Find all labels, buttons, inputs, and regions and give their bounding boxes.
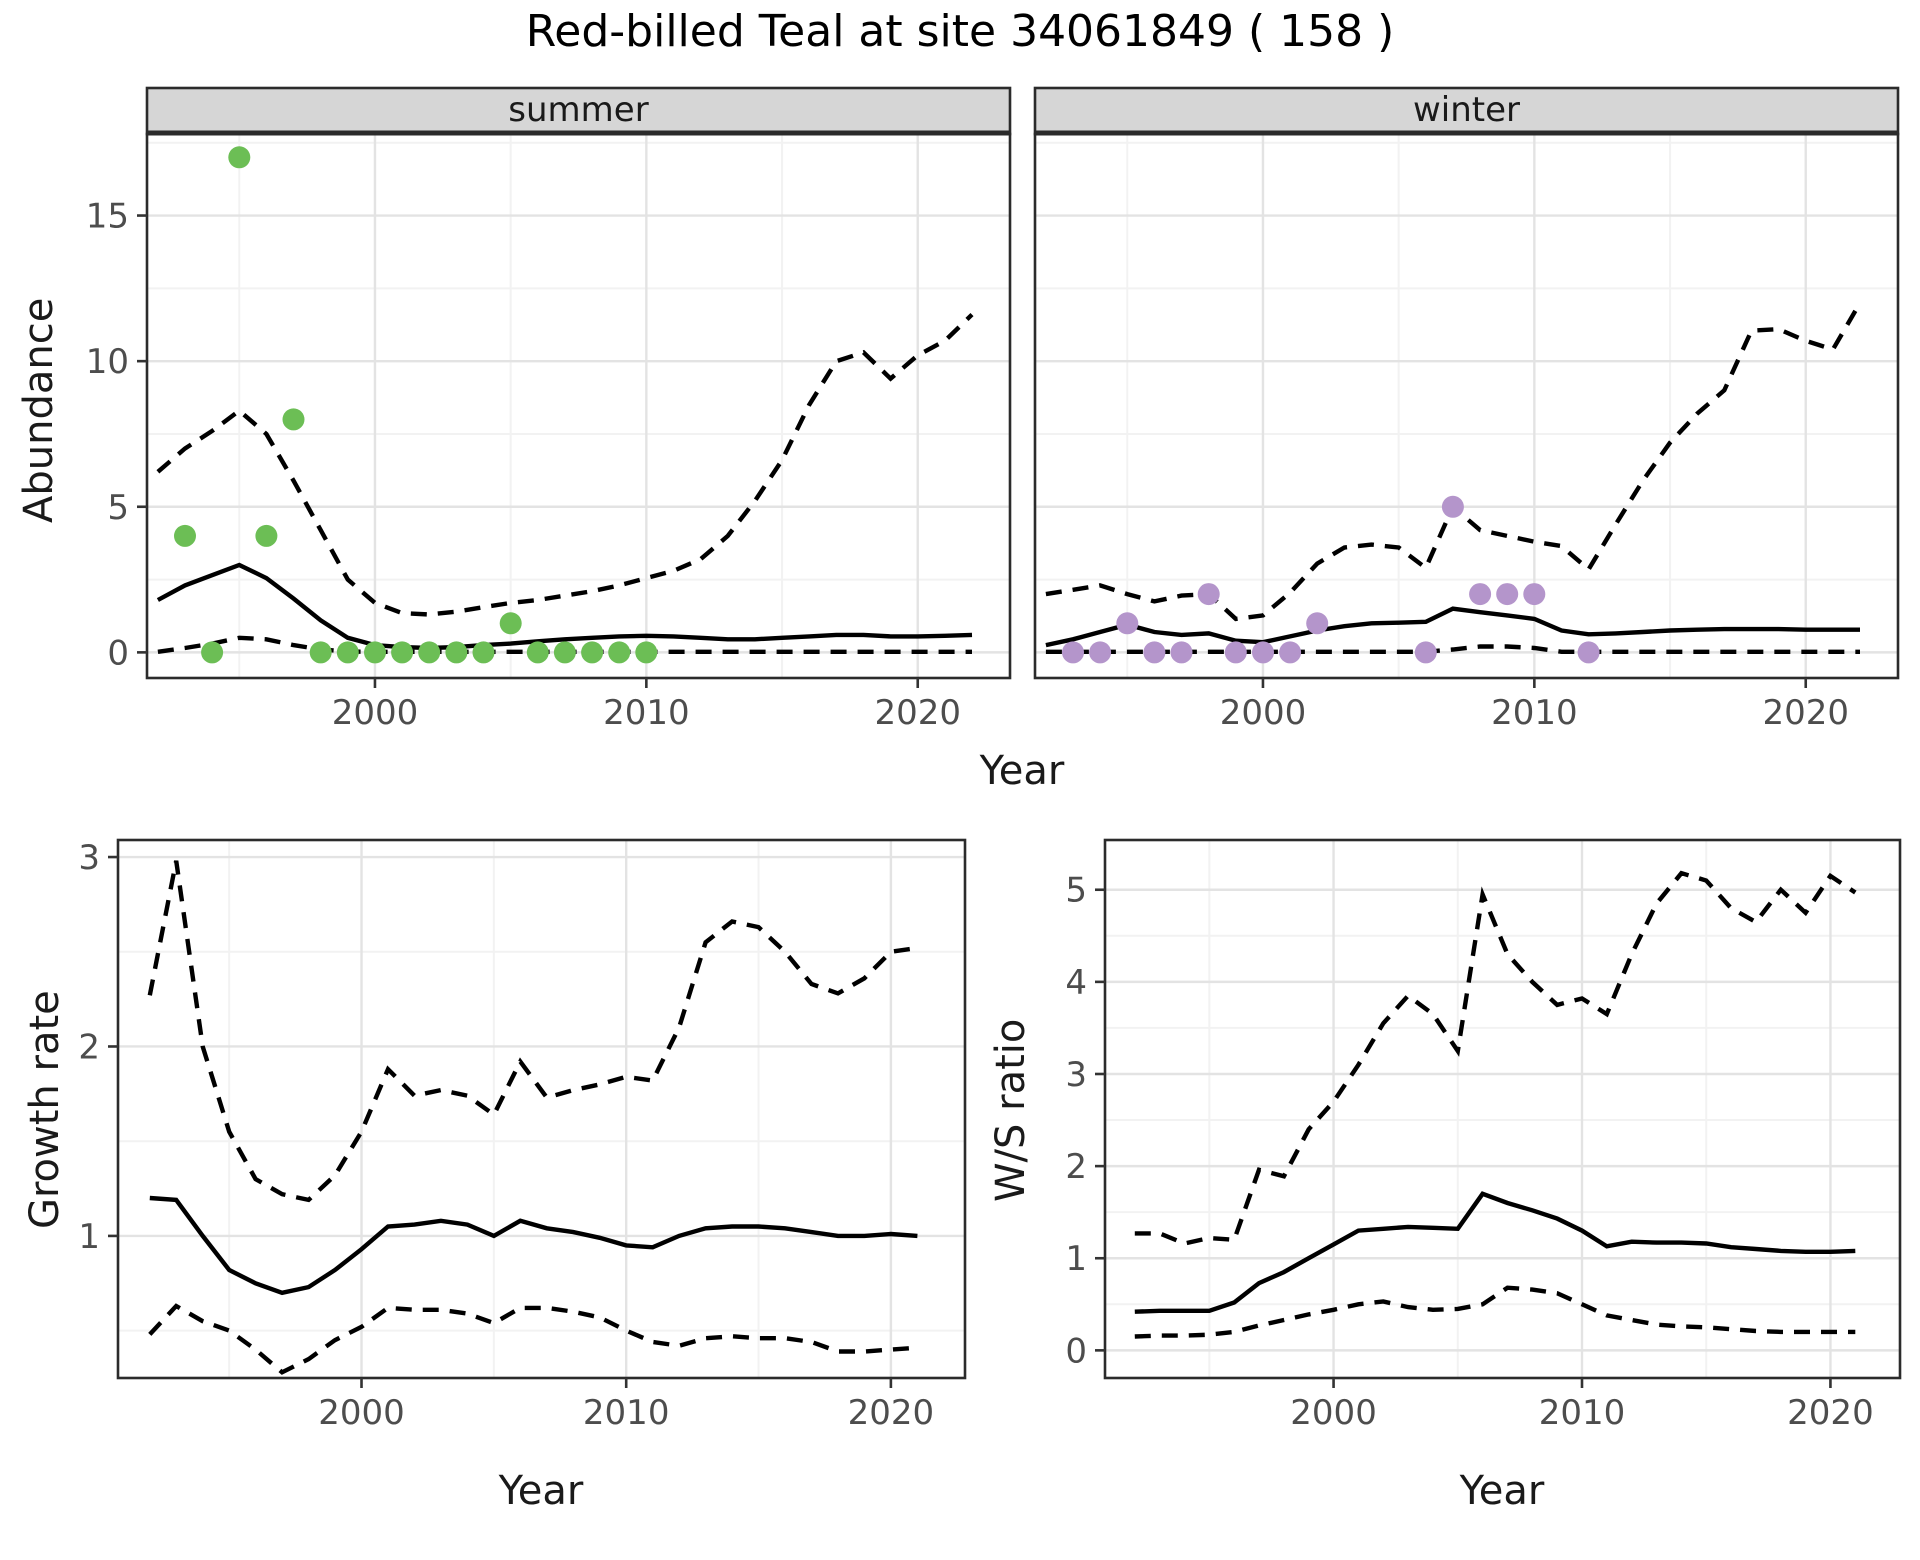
- winter-observation-point: [1170, 641, 1193, 664]
- panel-winter-chart: 2000 2010 2020 winter: [1033, 86, 1900, 733]
- summer-observation-point: [255, 524, 278, 547]
- y-axis-tick-label: 4: [1065, 963, 1087, 1003]
- summer-observation-point: [445, 641, 468, 664]
- summer-observation-point: [309, 641, 332, 664]
- chart-title: Red-billed Teal at site 34061849 ( 158 ): [525, 6, 1395, 57]
- panel-background: [147, 134, 1010, 678]
- facet-strip-label: summer: [508, 90, 648, 130]
- summer-fit-line: [156, 562, 973, 651]
- x-axis-title-growth: Year: [498, 1468, 584, 1514]
- x-axis-tick-label: 2000: [1290, 1393, 1377, 1433]
- winter-observation-point: [1279, 641, 1302, 664]
- winter-observation-point: [1441, 495, 1464, 518]
- y-axis-tick-label: 3: [78, 838, 100, 878]
- panel-border: [1103, 838, 1902, 1380]
- summer-observation-point: [201, 641, 224, 664]
- panel-growth-rate-chart: 2000 2010 2020 1 2 3: [78, 838, 967, 1433]
- summer-observation-point: [472, 641, 495, 664]
- y-axis-tick-label: 5: [1065, 871, 1087, 911]
- y-axis-tick-label: 1: [1065, 1239, 1087, 1279]
- x-axis-title-ws: Year: [1459, 1468, 1545, 1514]
- x-axis-tick-label: 2000: [318, 1393, 405, 1433]
- panel-background: [1105, 840, 1900, 1378]
- x-axis-tick-label: 2010: [1491, 693, 1578, 733]
- summer-observation-point: [581, 641, 604, 664]
- x-axis-tick-label: 2020: [874, 693, 961, 733]
- x-axis-tick-label: 2000: [1220, 693, 1307, 733]
- x-axis-tick-label: 2010: [583, 1393, 670, 1433]
- panel-summer-chart: 2000 2010 2020 0 5 10 15 summer: [86, 86, 1012, 733]
- x-axis-tick-label: 2020: [1762, 693, 1849, 733]
- summer-observation-point: [282, 408, 305, 431]
- x-axis-tick-label: 2020: [1787, 1393, 1874, 1433]
- w-s-ratio-upper-ci-line: [1134, 870, 1857, 1246]
- summer-observation-point: [364, 641, 386, 664]
- y-axis-tick-label: 2: [78, 1027, 100, 1067]
- winter-observation-point: [1523, 583, 1546, 606]
- summer-observation-point: [553, 641, 576, 664]
- panel-ws-ratio-chart: 2000 2010 2020 0 1 2 3 4 5: [1065, 838, 1902, 1433]
- winter-observation-point: [1306, 612, 1329, 635]
- summer-observation-point: [336, 641, 359, 664]
- x-axis-tick-label: 2010: [1539, 1393, 1626, 1433]
- winter-observation-point: [1089, 641, 1112, 664]
- y-axis-tick-label: 3: [1065, 1055, 1087, 1095]
- w-s-ratio-lower-ci-line: [1134, 1285, 1856, 1339]
- x-axis-tick-label: 2000: [332, 693, 419, 733]
- y-axis-tick-label: 0: [107, 633, 129, 673]
- y-axis-tick-label: 1: [78, 1217, 100, 1257]
- winter-observation-point: [1143, 641, 1166, 664]
- growth-rate-upper-ci-line: [147, 860, 918, 1203]
- winter-observation-point: [1414, 641, 1437, 664]
- x-axis-tick-label: 2010: [603, 693, 690, 733]
- winter-observation-point: [1062, 641, 1084, 664]
- summer-observation-point: [608, 641, 631, 664]
- winter-observation-point: [1252, 641, 1274, 664]
- winter-observation-point: [1116, 612, 1139, 635]
- y-axis-tick-label: 10: [86, 342, 129, 382]
- x-axis-title-top: Year: [979, 748, 1065, 794]
- winter-observation-point: [1469, 583, 1492, 606]
- summer-observation-point: [391, 641, 414, 664]
- y-axis-title-ws-ratio: W/S ratio: [988, 1018, 1034, 1202]
- facet-strip: [1033, 86, 1900, 136]
- winter-observation-point: [1224, 641, 1247, 664]
- x-axis-tick-label: 2020: [848, 1393, 935, 1433]
- winter-observation-point: [1197, 583, 1220, 606]
- winter-observation-point: [1496, 583, 1519, 606]
- growth-rate-fit-line: [149, 1195, 918, 1296]
- summer-observation-point: [499, 612, 522, 635]
- panel-border: [116, 838, 967, 1380]
- summer-observation-point: [174, 524, 196, 547]
- y-axis-tick-label: 0: [1065, 1331, 1087, 1371]
- summer-observation-point: [526, 641, 549, 664]
- growth-rate-lower-ci-line: [148, 1303, 918, 1375]
- y-axis-tick-label: 15: [86, 197, 129, 237]
- panel-background: [1035, 134, 1898, 678]
- summer-observation-point: [635, 641, 658, 664]
- panel-background: [118, 840, 965, 1378]
- y-axis-tick-label: 5: [107, 488, 129, 528]
- facet-strip-label: winter: [1413, 90, 1520, 130]
- summer-observation-point: [228, 146, 251, 169]
- y-axis-tick-label: 2: [1065, 1147, 1087, 1187]
- w-s-ratio-fit-line: [1134, 1191, 1856, 1314]
- summer-upper-ci-line: [156, 313, 974, 617]
- summer-observation-point: [418, 641, 441, 664]
- winter-fit-line: [1045, 606, 1860, 648]
- winter-observation-point: [1577, 641, 1600, 664]
